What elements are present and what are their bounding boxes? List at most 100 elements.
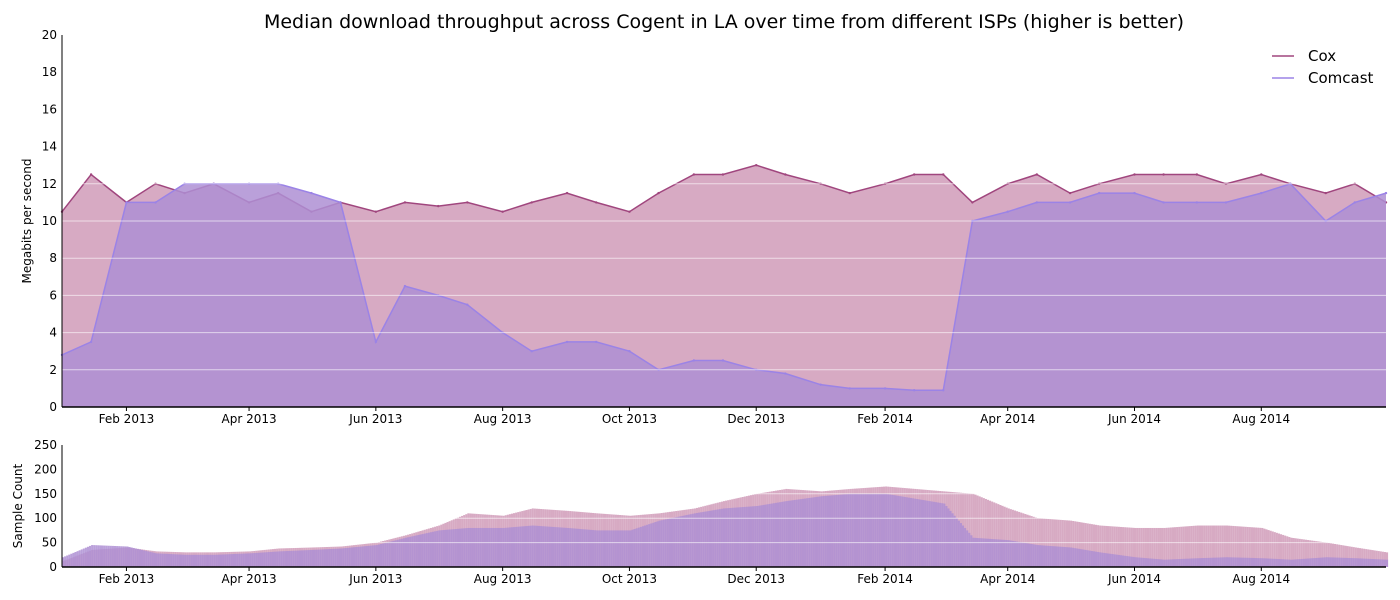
sample-count-bar-comcast-571 [1248,557,1251,567]
sample-count-bar-comcast-271 [625,530,628,567]
sample-count-bar-cox-545 [1194,525,1197,567]
sample-count-bar-cox-462 [1022,513,1025,567]
sample-count-bar-comcast-102 [274,551,277,567]
sample-count-bar-comcast-302 [689,514,692,567]
throughput-point-comcast-18 [628,350,631,353]
legend[interactable]: Cox Comcast [1272,47,1374,87]
sample-count-bar-comcast-133 [338,548,341,567]
sample-count-bar-comcast-604 [1317,557,1320,567]
sample-count-bar-comcast-117 [305,550,308,567]
sample-count-bar-comcast-5 [72,552,75,567]
throughput-y-tick-6: 12 [42,177,57,191]
sample-count-bar-comcast-454 [1005,540,1008,567]
sample-count-bar-comcast-434 [964,527,967,567]
sample-count-bar-comcast-156 [386,542,389,567]
sample-count-bar-comcast-210 [498,527,501,567]
sample-count-bar-comcast-620 [1350,558,1353,567]
sample-count-bar-comcast-4 [70,553,73,567]
sample-count-bar-cox-554 [1213,525,1216,567]
sample-count-bar-comcast-409 [912,498,915,567]
sample-count-bar-cox-481 [1061,520,1064,567]
legend-label-cox: Cox [1308,47,1336,65]
sample-count-bar-cox-550 [1205,525,1208,567]
throughput-x-tick-9: Aug 2014 [1232,412,1290,426]
sample-count-bar-comcast-431 [957,520,960,567]
sample-count-bar-comcast-339 [766,504,769,567]
sample-count-bar-cox-629 [1369,549,1372,567]
sample-count-bar-comcast-158 [390,541,393,567]
sample-count-bar-comcast-201 [479,527,482,567]
sample-count-bar-comcast-277 [637,527,640,567]
sample-count-bar-comcast-58 [182,554,185,567]
sample-count-bar-cox-539 [1182,526,1185,567]
sample-count-bar-comcast-191 [458,528,462,567]
throughput-point-comcast-3 [154,201,157,204]
sample-count-bar-comcast-525 [1153,558,1156,567]
throughput-y-tick-7: 14 [42,140,57,154]
throughput-point-comcast-23 [784,372,787,375]
sample-count-bar-comcast-276 [635,528,638,567]
sample-count-bar-comcast-82 [232,554,235,567]
sample-count-bar-cox-500 [1101,525,1104,567]
sample-count-bar-comcast-168 [411,536,414,567]
throughput-y-tick-0: 0 [49,400,57,414]
sample-count-bar-cox-622 [1354,547,1357,567]
sample-count-bar-comcast-250 [581,529,584,567]
sample-count-bar-comcast-492 [1084,549,1087,567]
sample-count-bar-cox-486 [1072,520,1075,567]
sample-count-bar-comcast-597 [1302,558,1305,567]
sample-count-bar-comcast-554 [1213,557,1216,567]
sample-count-bar-comcast-29 [122,546,125,567]
sample-count-bar-comcast-346 [781,501,784,567]
sample-count-bar-comcast-283 [650,523,653,567]
sample-count-bar-comcast-239 [558,527,561,567]
sample-count-bar-cox-436 [968,493,971,567]
sample-count-bar-cox-493 [1086,523,1089,567]
sample-count-bar-cox-506 [1113,526,1116,567]
sample-count-bar-comcast-44 [153,552,156,567]
sample-count-bar-cox-529 [1161,527,1164,567]
sample-count-bar-comcast-319 [725,508,728,567]
sample-count-bar-comcast-204 [486,527,489,567]
sample-count-bar-cox-454 [1005,507,1008,567]
sample-count-bar-comcast-542 [1188,558,1191,567]
sample-count-bar-comcast-541 [1186,558,1189,567]
sample-count-bar-comcast-105 [280,551,283,567]
sample-count-bar-cox-607 [1323,542,1326,567]
sample-count-bar-comcast-134 [340,548,343,567]
sample-count-bar-cox-619 [1348,546,1351,567]
sample-count-bar-cox-448 [993,502,996,567]
sample-count-bar-comcast-198 [473,527,476,567]
sample-count-bar-comcast-629 [1369,558,1372,567]
sample-count-bar-comcast-517 [1136,557,1139,567]
sample-count-bar-cox-571 [1248,527,1251,567]
sample-count-bar-comcast-482 [1063,547,1066,567]
throughput-point-comcast-26 [883,387,887,390]
sample-count-bar-cox-532 [1167,527,1170,567]
sample-count-bar-cox-453 [1003,506,1006,567]
sample-count-bar-comcast-368 [826,495,829,567]
sample-count-bar-comcast-128 [328,549,331,567]
sample-count-bar-comcast-313 [712,510,715,567]
sample-count-bar-cox-605 [1319,541,1322,567]
throughput-point-comcast-13 [466,303,469,306]
sample-count-bar-cox-502 [1105,525,1108,567]
throughput-series [60,164,1388,407]
sample-count-bar-comcast-143 [359,546,362,567]
sample-count-bar-comcast-16 [95,545,98,567]
sample-count-bar-comcast-182 [440,530,443,567]
sample-count-bar-cox-458 [1013,510,1017,567]
sample-count-bar-comcast-584 [1275,558,1278,567]
sample-count-bar-comcast-398 [889,494,892,567]
sample-count-bar-comcast-202 [481,527,484,567]
sample-count-bar-cox-617 [1344,545,1347,567]
sample-count-bar-cox-530 [1163,527,1166,567]
sample-count-bar-cox-513 [1128,527,1131,567]
sample-count-bar-cox-526 [1155,527,1158,567]
sample-count-bar-comcast-306 [698,512,701,567]
sample-count-bar-comcast-159 [392,540,395,567]
sample-count-bar-comcast-207 [492,527,495,567]
sample-count-bar-comcast-374 [839,494,842,567]
sample-count-bar-cox-552 [1209,525,1212,567]
